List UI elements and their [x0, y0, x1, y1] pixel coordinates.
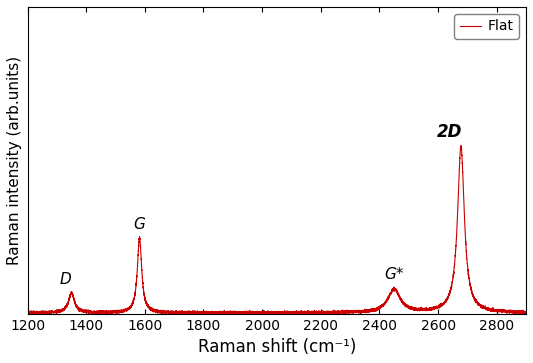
- X-axis label: Raman shift (cm⁻¹): Raman shift (cm⁻¹): [198, 338, 356, 356]
- Legend: Flat: Flat: [454, 14, 519, 39]
- Flat: [122, 308, 128, 312]
- Flat: [25, 311, 31, 316]
- Flat: [45, 310, 51, 315]
- Flat: [497, 308, 503, 313]
- Text: G*: G*: [384, 267, 404, 282]
- Text: 2D: 2D: [437, 123, 462, 141]
- Flat: [458, 143, 464, 148]
- Flat: [523, 309, 529, 314]
- Flat: [54, 309, 61, 313]
- Line: Flat: Flat: [28, 146, 526, 314]
- Flat: [25, 310, 31, 314]
- Text: G: G: [134, 217, 146, 232]
- Y-axis label: Raman intensity (arb.units): Raman intensity (arb.units): [7, 56, 22, 265]
- Flat: [27, 311, 33, 315]
- Text: D: D: [60, 272, 71, 287]
- Flat: [268, 310, 274, 315]
